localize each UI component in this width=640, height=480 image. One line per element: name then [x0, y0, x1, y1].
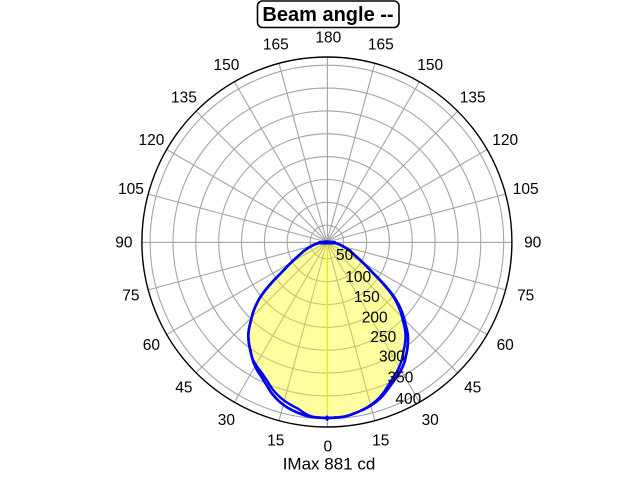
svg-text:300: 300 [379, 348, 405, 365]
svg-text:30: 30 [422, 412, 440, 429]
svg-text:350: 350 [387, 369, 413, 386]
svg-text:400: 400 [395, 391, 421, 408]
svg-text:30: 30 [218, 412, 236, 429]
svg-text:100: 100 [345, 269, 371, 286]
svg-text:15: 15 [267, 432, 284, 449]
svg-text:75: 75 [517, 287, 534, 304]
svg-text:60: 60 [497, 337, 515, 354]
svg-text:90: 90 [115, 234, 133, 251]
svg-text:135: 135 [171, 89, 197, 106]
svg-text:165: 165 [368, 36, 394, 53]
svg-text:120: 120 [138, 132, 164, 149]
svg-text:15: 15 [372, 432, 389, 449]
svg-text:250: 250 [370, 329, 396, 346]
svg-text:180: 180 [315, 30, 341, 47]
svg-text:Beam angle --: Beam angle -- [262, 4, 393, 26]
svg-text:135: 135 [460, 89, 486, 106]
svg-text:105: 105 [118, 181, 144, 198]
svg-text:150: 150 [213, 57, 239, 74]
svg-text:120: 120 [492, 132, 518, 149]
svg-text:165: 165 [263, 36, 289, 53]
svg-text:105: 105 [513, 181, 539, 198]
svg-text:90: 90 [524, 234, 542, 251]
svg-text:IMax 881 cd: IMax 881 cd [283, 455, 376, 474]
svg-text:45: 45 [175, 379, 192, 396]
svg-text:60: 60 [143, 337, 161, 354]
svg-text:45: 45 [464, 379, 481, 396]
svg-text:150: 150 [417, 57, 443, 74]
svg-text:75: 75 [122, 287, 139, 304]
svg-text:150: 150 [354, 289, 380, 306]
svg-text:200: 200 [362, 310, 388, 327]
svg-text:50: 50 [336, 247, 354, 264]
svg-text:0: 0 [323, 438, 332, 455]
